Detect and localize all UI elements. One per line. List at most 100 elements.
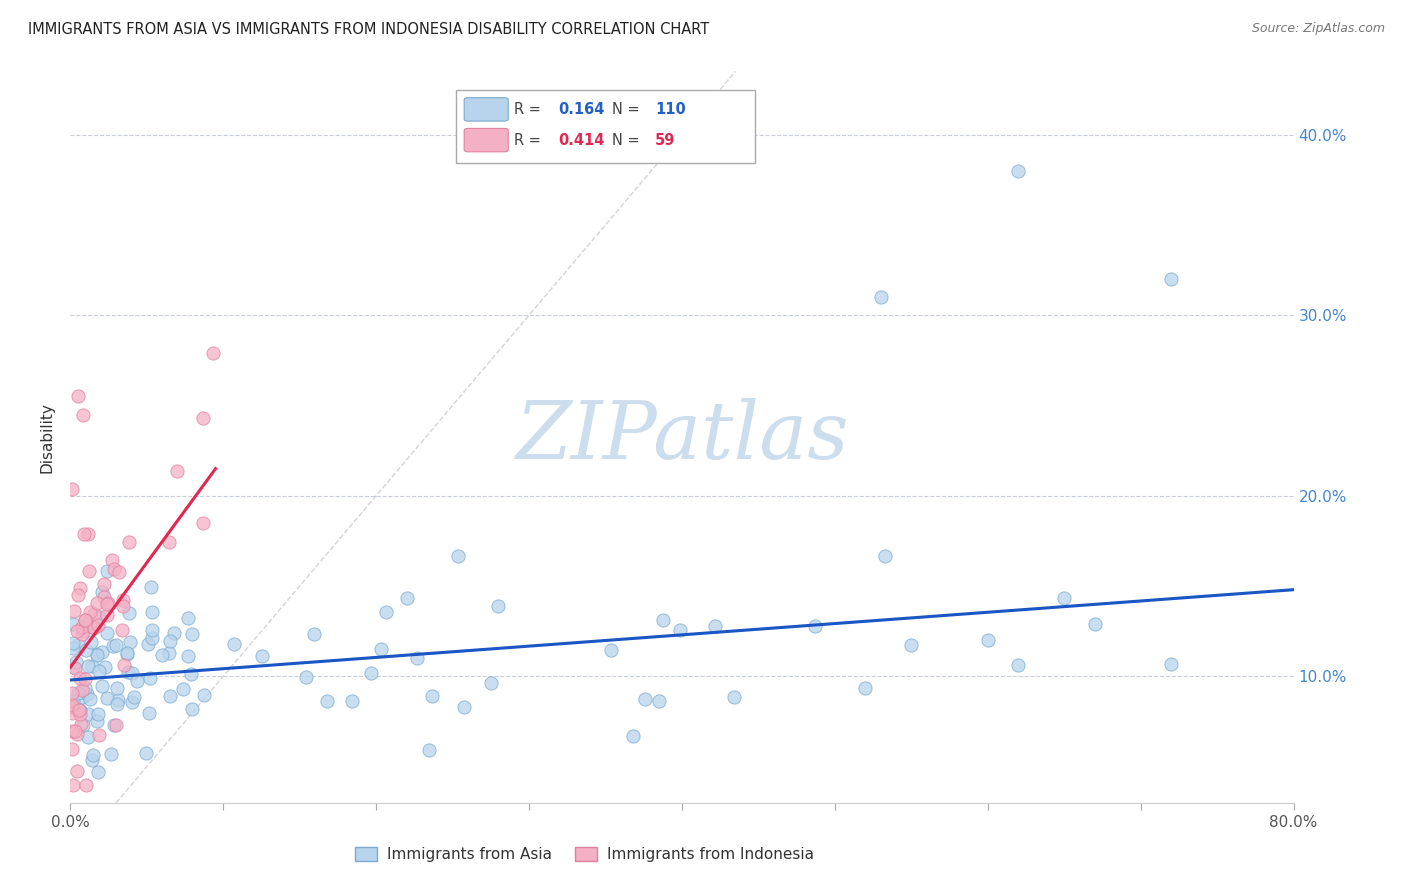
Point xyxy=(295,670,318,684)
Point xyxy=(86,714,108,729)
Point xyxy=(1053,591,1076,605)
Point xyxy=(180,666,202,681)
Point xyxy=(122,690,145,704)
Point xyxy=(316,694,339,708)
Point xyxy=(157,534,180,549)
Point xyxy=(108,565,131,579)
Point xyxy=(96,607,118,622)
Point xyxy=(86,596,108,610)
Point xyxy=(96,564,118,578)
Point xyxy=(96,596,118,610)
Point xyxy=(87,609,110,624)
Point xyxy=(60,706,83,720)
Point xyxy=(67,686,90,700)
Point xyxy=(66,389,89,403)
Point xyxy=(141,631,163,645)
Point xyxy=(77,658,100,673)
Point xyxy=(89,664,111,678)
Point xyxy=(118,635,141,649)
Point xyxy=(370,641,392,656)
Point xyxy=(60,686,83,700)
Point xyxy=(62,617,84,632)
Point xyxy=(141,623,163,637)
Point xyxy=(73,672,96,686)
Point xyxy=(420,689,443,703)
Point xyxy=(111,599,134,613)
Point xyxy=(111,623,134,637)
Point xyxy=(100,747,122,762)
FancyBboxPatch shape xyxy=(456,90,755,163)
Point xyxy=(224,637,246,651)
Text: 0.164: 0.164 xyxy=(558,102,605,117)
Point xyxy=(70,627,93,641)
Point xyxy=(82,748,104,763)
Point xyxy=(621,729,644,743)
Point xyxy=(62,604,84,618)
Point xyxy=(1160,657,1182,671)
Point xyxy=(150,648,173,663)
Text: R =: R = xyxy=(515,102,546,117)
Point xyxy=(72,718,94,732)
Point xyxy=(87,728,110,742)
Point xyxy=(60,698,83,712)
Point xyxy=(652,613,675,627)
Point xyxy=(73,613,96,627)
Point xyxy=(177,611,200,625)
Point xyxy=(486,599,509,613)
Text: 59: 59 xyxy=(655,133,675,147)
Point xyxy=(118,534,141,549)
Point xyxy=(634,691,657,706)
Point xyxy=(104,718,127,732)
Text: Source: ZipAtlas.com: Source: ZipAtlas.com xyxy=(1251,22,1385,36)
Point xyxy=(76,687,98,701)
Point xyxy=(96,598,118,612)
Point xyxy=(66,624,89,639)
Point xyxy=(67,588,90,602)
Point xyxy=(69,671,91,685)
Point xyxy=(191,410,214,425)
Point xyxy=(62,778,84,792)
Point xyxy=(900,638,922,652)
Text: N =: N = xyxy=(612,133,644,147)
Point xyxy=(62,694,84,708)
Point xyxy=(166,464,188,478)
Point xyxy=(69,581,91,595)
Point xyxy=(202,346,225,360)
Point xyxy=(1084,616,1107,631)
Point xyxy=(136,636,159,650)
Point xyxy=(60,742,83,756)
Point xyxy=(803,619,825,633)
Point xyxy=(117,665,139,680)
Point xyxy=(103,562,125,576)
Point xyxy=(76,527,98,541)
Point xyxy=(94,659,117,673)
Text: N =: N = xyxy=(612,102,644,117)
Point xyxy=(112,592,135,607)
Text: R =: R = xyxy=(515,133,546,147)
Point xyxy=(67,703,90,717)
Point xyxy=(138,706,160,720)
Point xyxy=(90,645,112,659)
Point xyxy=(479,675,502,690)
Point xyxy=(66,764,89,778)
Point xyxy=(105,698,128,712)
Point xyxy=(1160,272,1182,286)
Point xyxy=(250,648,273,663)
Point xyxy=(86,648,108,663)
Legend: Immigrants from Asia, Immigrants from Indonesia: Immigrants from Asia, Immigrants from In… xyxy=(349,841,820,868)
Text: 0.414: 0.414 xyxy=(558,133,605,147)
FancyBboxPatch shape xyxy=(464,98,508,121)
Point xyxy=(75,643,97,657)
Point xyxy=(63,661,86,675)
Point xyxy=(139,580,162,594)
Point xyxy=(395,591,418,605)
Point xyxy=(87,617,110,632)
Point xyxy=(180,702,202,716)
Point xyxy=(72,690,94,705)
Point xyxy=(91,679,114,693)
Point xyxy=(90,585,112,599)
Point xyxy=(76,706,98,721)
Point xyxy=(60,483,83,497)
Point xyxy=(83,620,105,634)
Point xyxy=(191,516,214,531)
